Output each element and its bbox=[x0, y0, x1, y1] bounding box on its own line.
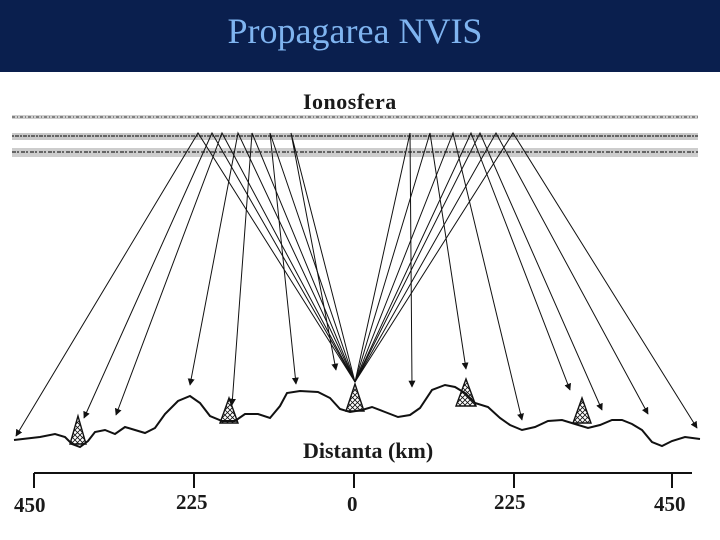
radio-ray bbox=[354, 131, 649, 415]
title-bar: Propagarea NVIS bbox=[0, 0, 720, 72]
radio-ray bbox=[354, 132, 698, 429]
radio-ray bbox=[15, 132, 356, 437]
scale-tick-label: 0 bbox=[347, 492, 358, 516]
ionosphere-label: Ionosfera bbox=[303, 89, 397, 114]
antenna-tower bbox=[454, 376, 478, 407]
radio-ray bbox=[290, 132, 356, 383]
distance-axis-label: Distanta (km) bbox=[303, 438, 434, 463]
scale-tick-label: 450 bbox=[654, 492, 686, 516]
radio-ray bbox=[269, 132, 356, 385]
radio-ray bbox=[354, 132, 469, 383]
ionosphere-layer bbox=[12, 115, 698, 157]
scale-tick-label: 225 bbox=[494, 490, 526, 514]
radio-ray bbox=[354, 131, 572, 391]
radio-ray bbox=[354, 132, 416, 388]
antenna-tower bbox=[345, 381, 365, 412]
radio-ray bbox=[354, 131, 524, 421]
distance-scale bbox=[33, 472, 692, 488]
scale-tick-label: 225 bbox=[176, 490, 208, 514]
radio-ray bbox=[354, 131, 603, 411]
radio-rays bbox=[15, 131, 698, 437]
scale-tick-label: 450 bbox=[14, 493, 46, 517]
antenna-tower bbox=[572, 395, 592, 424]
radio-ray bbox=[83, 131, 356, 419]
terrain-profile bbox=[13, 383, 701, 449]
radio-ray bbox=[187, 131, 356, 386]
radio-ray bbox=[114, 131, 356, 416]
antenna-tower bbox=[219, 395, 239, 424]
radio-ray bbox=[228, 132, 356, 406]
antenna-tower bbox=[69, 413, 87, 445]
slide-title: Propagarea NVIS bbox=[227, 11, 483, 51]
